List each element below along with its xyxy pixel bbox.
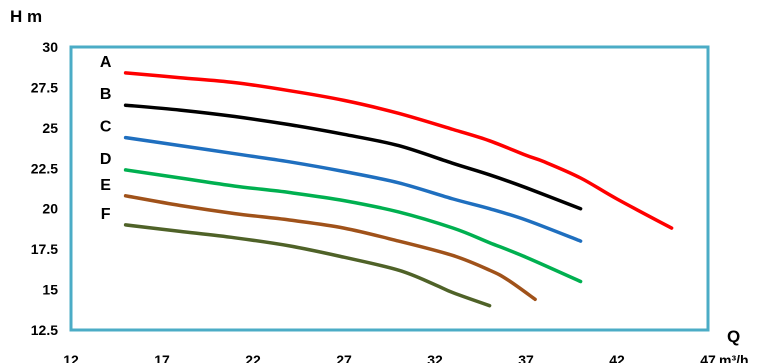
series-layer bbox=[123, 71, 674, 308]
series-label-a: A bbox=[100, 54, 112, 71]
y-axis-ticks: 12.5 15 17.5 20 22.5 25 27.5 30 bbox=[31, 39, 58, 338]
y-tick-label: 30 bbox=[42, 39, 58, 55]
series-line-d bbox=[123, 168, 583, 284]
series-line-a bbox=[123, 71, 674, 230]
x-tick-label: 12 bbox=[63, 352, 79, 363]
x-tick-label: 22 bbox=[245, 352, 261, 363]
series-label-f: F bbox=[101, 206, 111, 223]
x-axis-unit: m³/h bbox=[719, 352, 749, 363]
series-label-e: E bbox=[100, 177, 111, 194]
y-tick-label: 20 bbox=[42, 201, 58, 217]
y-tick-label: 25 bbox=[42, 120, 58, 136]
series-label-d: D bbox=[100, 151, 112, 168]
series-line-e bbox=[123, 194, 537, 302]
series-line-f bbox=[123, 223, 492, 308]
y-tick-label: 12.5 bbox=[31, 322, 58, 338]
x-tick-label: 27 bbox=[336, 352, 352, 363]
x-tick-label: 42 bbox=[609, 352, 625, 363]
series-line-c bbox=[123, 135, 583, 243]
x-tick-label: 37 bbox=[518, 352, 534, 363]
x-axis-ticks: 12 17 22 27 32 37 42 47 bbox=[63, 352, 716, 363]
series-line-b bbox=[123, 103, 583, 211]
y-tick-label: 22.5 bbox=[31, 160, 58, 176]
y-tick-label: 27.5 bbox=[31, 79, 58, 95]
x-tick-label: 47 bbox=[700, 352, 716, 363]
y-axis-title: H m bbox=[10, 7, 42, 26]
y-tick-label: 15 bbox=[42, 282, 58, 298]
plot-frame bbox=[69, 45, 710, 332]
series-label-b: B bbox=[100, 86, 112, 103]
series-label-c: C bbox=[100, 119, 112, 136]
x-axis-title: Q bbox=[727, 327, 740, 346]
y-tick-label: 17.5 bbox=[31, 241, 58, 257]
x-tick-label: 32 bbox=[427, 352, 443, 363]
x-tick-label: 17 bbox=[154, 352, 170, 363]
